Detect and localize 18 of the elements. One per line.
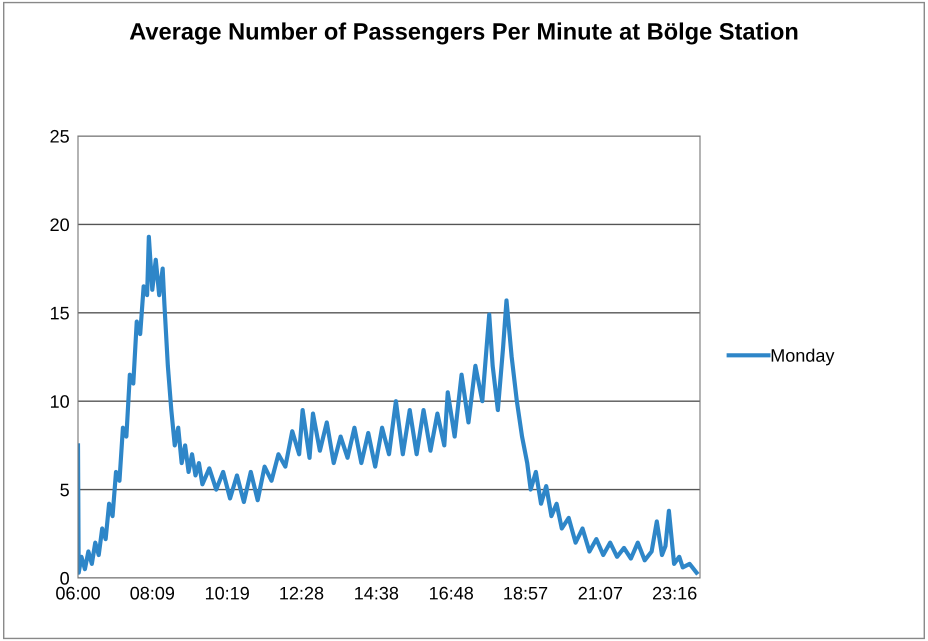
x-tick-label: 21:07 — [578, 586, 622, 600]
x-tick-label: 23:16 — [652, 586, 696, 600]
y-tick-label: 5 — [60, 484, 69, 496]
x-tick-label: 14:38 — [355, 586, 398, 600]
x-tick-label: 08:09 — [130, 586, 174, 600]
x-tick-label: 12:28 — [280, 586, 324, 600]
y-tick-label: 20 — [50, 218, 69, 232]
line-series — [78, 234, 699, 575]
chart-title: Average Number of Passengers Per Minute at Bölge Station — [130, 22, 798, 45]
y-tick-label: 25 — [50, 130, 69, 143]
y-tick-label: 15 — [50, 306, 69, 320]
x-tick-label: 10:19 — [206, 586, 249, 600]
x-tick-label: 06:00 — [56, 586, 100, 600]
x-tick-label: 18:57 — [504, 586, 548, 600]
x-tick-label: 16:48 — [430, 586, 474, 600]
y-tick-label: 0 — [60, 572, 69, 585]
y-tick-label: 10 — [50, 395, 69, 408]
legend-label: Monday — [772, 348, 834, 366]
